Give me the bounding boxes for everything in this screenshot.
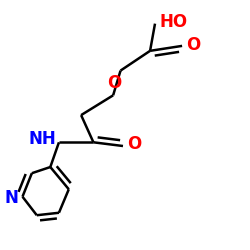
Text: N: N — [5, 189, 19, 207]
Text: O: O — [107, 74, 122, 92]
Text: O: O — [186, 36, 200, 54]
Text: NH: NH — [29, 130, 56, 148]
Text: O: O — [127, 134, 141, 152]
Text: HO: HO — [160, 14, 188, 32]
